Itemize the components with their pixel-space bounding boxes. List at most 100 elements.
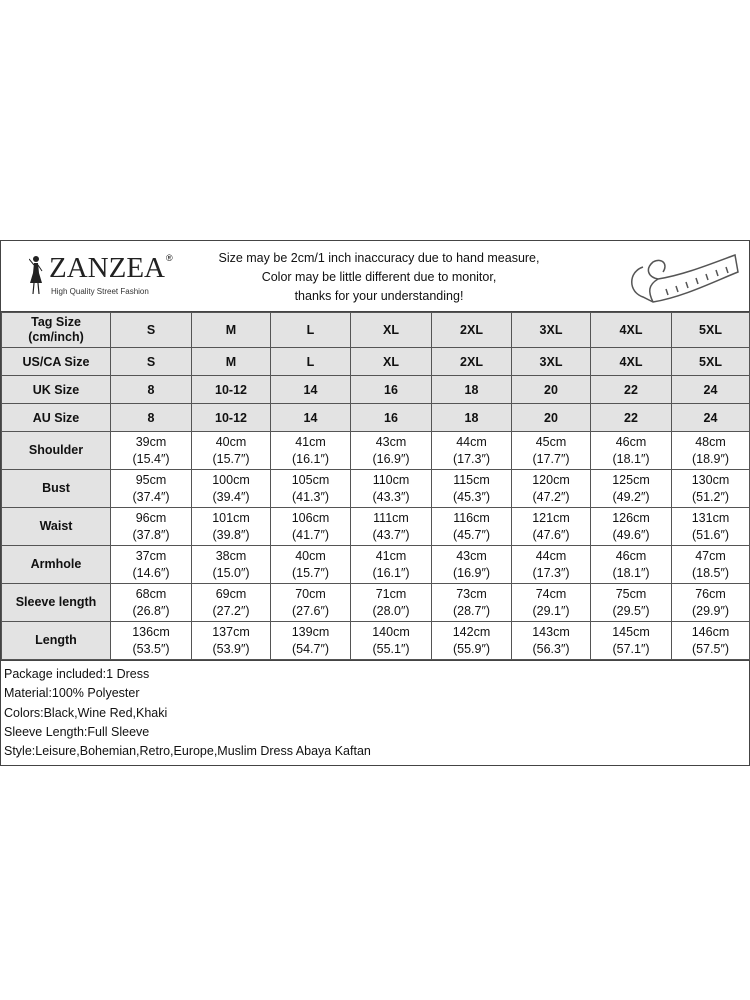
notice-line: thanks for your understanding! (294, 289, 464, 303)
inch-value: (45.7″) (452, 527, 491, 542)
size-cell: 24 (671, 375, 750, 404)
inch-value: (28.7″) (452, 603, 491, 618)
measurement-cell: 101cm (39.8″) (191, 507, 271, 546)
measurement-cell: 44cm (17.3″) (431, 431, 512, 470)
size-cell: 5XL (671, 347, 750, 376)
cm-value: 41cm (375, 548, 407, 563)
cm-value: 111cm (373, 510, 409, 525)
measurement-cell: 46cm (18.1″) (590, 431, 672, 470)
info-colors: Colors:Black,Wine Red,Khaki (4, 705, 168, 720)
cm-value: 71cm (375, 586, 407, 601)
measurement-cell: 95cm (37.4″) (110, 469, 192, 508)
measurement-cell: 145cm (57.1″) (590, 621, 672, 660)
measurement-cell: 45cm (17.7″) (511, 431, 591, 470)
measurement-cell: 143cm (56.3″) (511, 621, 591, 660)
inch-value: (45.3″) (452, 489, 491, 504)
inch-value: (47.2″) (532, 489, 570, 504)
size-cell: 18 (431, 375, 512, 404)
info-package: Package included:1 Dress (4, 667, 150, 681)
measurement-cell: 37cm (14.6″) (110, 545, 192, 584)
inch-value: (54.7″) (291, 641, 330, 656)
measurement-cell: 40cm (15.7″) (191, 431, 271, 470)
inch-value: (16.1″) (291, 451, 330, 466)
info-material: Material:100% Polyester (4, 686, 140, 701)
notice-line: Size may be 2cm/1 inch inaccuracy due to… (218, 251, 540, 265)
cm-value: 74cm (535, 586, 567, 601)
brand-logo: ZANZEA ® High Quality Street Fashion (25, 251, 175, 301)
measurement-row: Sleeve length 68cm (26.8″) 69cm (27.2″) 70cm (… (1, 583, 750, 622)
measurement-cell: 120cm (47.2″) (511, 469, 591, 508)
inch-value: (15.0″) (212, 565, 250, 580)
cm-value: 121cm (532, 510, 570, 525)
row-label: Tag Size (cm/inch) (1, 312, 111, 348)
size-row: UK Size 8 10-12 14 16 18 20 22 24 (1, 375, 750, 404)
inch-value: (14.6″) (132, 565, 170, 580)
cm-value: 37cm (135, 548, 167, 563)
product-info: Package included:1 Dress Material:100% P… (1, 660, 749, 765)
inch-value: (41.3″) (291, 489, 330, 504)
inch-value: (16.1″) (372, 565, 410, 580)
measurement-cell: 121cm (47.6″) (511, 507, 591, 546)
inch-value: (28.0″) (372, 603, 410, 618)
size-cell: 22 (590, 375, 672, 404)
size-cell: 18 (431, 403, 512, 432)
inch-value: (49.6″) (612, 527, 650, 542)
size-cell: 2XL (431, 312, 512, 348)
size-cell: 16 (350, 375, 432, 404)
cm-value: 48cm (695, 434, 726, 449)
row-label: Bust (1, 469, 111, 508)
measurement-cell: 76cm (29.9″) (671, 583, 750, 622)
inch-value: (29.1″) (532, 603, 570, 618)
info-sleeve: Sleeve Length:Full Sleeve (4, 724, 150, 739)
cm-value: 145cm (612, 624, 650, 639)
measurement-row: Waist 96cm (37.8″) 101cm (39.8″) 106cm (41.7″)… (1, 507, 750, 546)
cm-value: 46cm (615, 548, 647, 563)
cm-value: 73cm (456, 586, 487, 601)
size-cell: 8 (110, 403, 192, 432)
measurement-cell: 140cm (55.1″) (350, 621, 432, 660)
cm-value: 139cm (291, 624, 330, 639)
cm-value: 95cm (135, 472, 167, 487)
row-label: US/CA Size (1, 347, 111, 376)
size-cell: 14 (270, 375, 351, 404)
cm-value: 101cm (212, 510, 250, 525)
cm-value: 75cm (615, 586, 647, 601)
measurement-cell: 75cm (29.5″) (590, 583, 672, 622)
measurement-cell: 116cm (45.7″) (431, 507, 512, 546)
cm-value: 47cm (695, 548, 726, 563)
cm-value: 45cm (535, 434, 567, 449)
measurement-cell: 73cm (28.7″) (431, 583, 512, 622)
cm-value: 110cm (372, 472, 410, 487)
cm-value: 100cm (212, 472, 250, 487)
size-cell: L (270, 347, 351, 376)
inch-value: (29.5″) (612, 603, 650, 618)
size-chart: ZANZEA ® High Quality Street Fashion Siz… (0, 240, 750, 766)
measurement-cell: 139cm (54.7″) (270, 621, 351, 660)
inch-value: (43.7″) (372, 527, 410, 542)
measurement-cell: 44cm (17.3″) (511, 545, 591, 584)
size-cell: XL (350, 347, 432, 376)
measurement-cell: 130cm (51.2″) (671, 469, 750, 508)
inch-value: (18.5″) (691, 565, 730, 580)
measurement-cell: 68cm (26.8″) (110, 583, 192, 622)
inch-value: (51.2″) (691, 489, 730, 504)
measurement-cell: 126cm (49.6″) (590, 507, 672, 546)
inch-value: (15.7″) (291, 565, 330, 580)
brand-tagline: High Quality Street Fashion (51, 287, 149, 296)
inch-value: (57.5″) (691, 641, 730, 656)
size-cell: 3XL (511, 347, 591, 376)
cm-value: 126cm (612, 510, 650, 525)
size-cell: 24 (671, 403, 750, 432)
cm-value: 43cm (375, 434, 407, 449)
inch-value: (55.1″) (372, 641, 410, 656)
measurement-cell: 137cm (53.9″) (191, 621, 271, 660)
cm-value: 96cm (135, 510, 167, 525)
size-cell: 4XL (590, 347, 672, 376)
cm-value: 38cm (215, 548, 247, 563)
measurement-cell: 106cm (41.7″) (270, 507, 351, 546)
row-label: Length (1, 621, 111, 660)
measurement-cell: 70cm (27.6″) (270, 583, 351, 622)
measurement-cell: 111cm (43.7″) (350, 507, 432, 546)
measurement-cell: 43cm (16.9″) (350, 431, 432, 470)
size-cell: M (191, 347, 271, 376)
